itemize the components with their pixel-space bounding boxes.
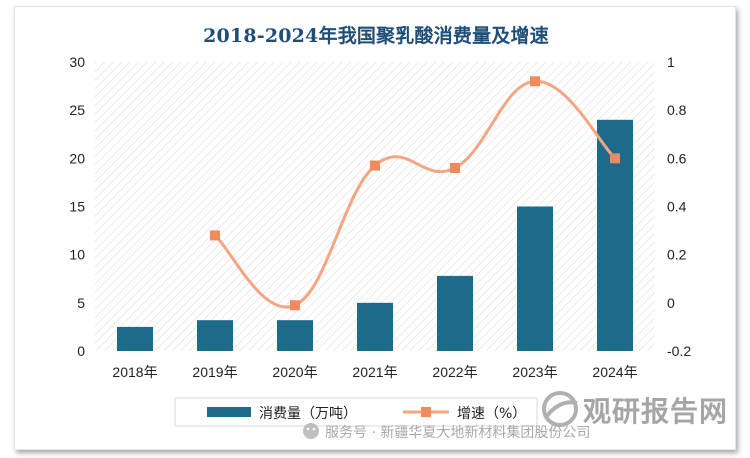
bar-2022年 <box>437 275 473 351</box>
legend-line-label: 增速（%） <box>457 406 526 422</box>
bar-2021年 <box>357 302 393 351</box>
left-tick-label: 0 <box>77 343 85 359</box>
brand-logo-icon <box>542 391 578 427</box>
growth-line <box>213 79 617 309</box>
growth-point-2021年 <box>370 160 380 171</box>
growth-point-2024年 <box>610 153 620 164</box>
legend-line-marker <box>421 407 431 417</box>
watermark: 服务号 · 新疆华夏大地新材料集团股份公司 <box>303 423 590 441</box>
right-tick-label: 0 <box>667 295 675 311</box>
right-tick-label: 0.6 <box>667 150 687 166</box>
x-tick-label: 2023年 <box>512 364 557 380</box>
x-tick-label: 2021年 <box>352 364 397 380</box>
right-axis-layer: -0.2 0 0.2 0.4 0.6 0.8 1 <box>667 54 691 359</box>
right-tick-label: 0.8 <box>667 102 687 118</box>
legend-bar-label: 消费量（万吨） <box>259 406 357 422</box>
left-tick-label: 5 <box>77 295 85 311</box>
left-tick-label: 20 <box>69 150 85 166</box>
brand-text: 观研报告网 <box>583 395 728 428</box>
wechat-icon <box>303 423 319 439</box>
bars-layer <box>117 119 633 351</box>
left-tick-label: 30 <box>69 54 85 70</box>
bar-2018年 <box>117 326 153 351</box>
growth-point-2022年 <box>450 162 460 173</box>
legend: 消费量（万吨） 增速（%） <box>174 397 538 427</box>
left-axis-layer: 0 5 10 15 20 25 30 <box>69 54 85 359</box>
x-tick-label: 2024年 <box>592 364 637 380</box>
wechat-icon-eye-right <box>312 427 316 431</box>
left-tick-label: 10 <box>69 247 85 263</box>
left-tick-label: 25 <box>69 102 85 118</box>
chart-title: 2018-2024年我国聚乳酸消费量及增速 <box>203 25 549 47</box>
chart-frame: 2018-2024年我国聚乳酸消费量及增速 0 5 10 15 20 25 30 -0.2 0… <box>14 6 736 450</box>
legend-bar-swatch <box>207 407 251 417</box>
right-tick-label: 0.4 <box>667 199 687 215</box>
bar-2023年 <box>517 206 553 351</box>
wechat-icon-eye-left <box>306 427 310 431</box>
brand-logo: 观研报告网 <box>542 391 728 428</box>
x-tick-label: 2019年 <box>192 364 237 380</box>
growth-line-layer <box>210 76 620 311</box>
bar-2020年 <box>277 320 313 351</box>
bar-2019年 <box>197 320 233 351</box>
right-tick-label: 0.2 <box>667 247 687 263</box>
right-tick-label: 1 <box>667 54 675 70</box>
x-tick-label: 2022年 <box>432 364 477 380</box>
x-tick-label: 2020年 <box>272 364 317 380</box>
x-axis-layer: 2018年 2019年 2020年 2021年 2022年 2023年 2024年 <box>112 364 637 380</box>
left-tick-label: 15 <box>69 199 85 215</box>
watermark-text: 服务号 · 新疆华夏大地新材料集团股份公司 <box>325 424 590 441</box>
growth-point-2020年 <box>290 300 300 311</box>
growth-point-2023年 <box>530 76 540 87</box>
growth-point-2019年 <box>210 230 220 241</box>
right-tick-label: -0.2 <box>667 343 691 359</box>
brand-logo-swoosh <box>544 400 578 419</box>
x-tick-label: 2018年 <box>112 364 157 380</box>
